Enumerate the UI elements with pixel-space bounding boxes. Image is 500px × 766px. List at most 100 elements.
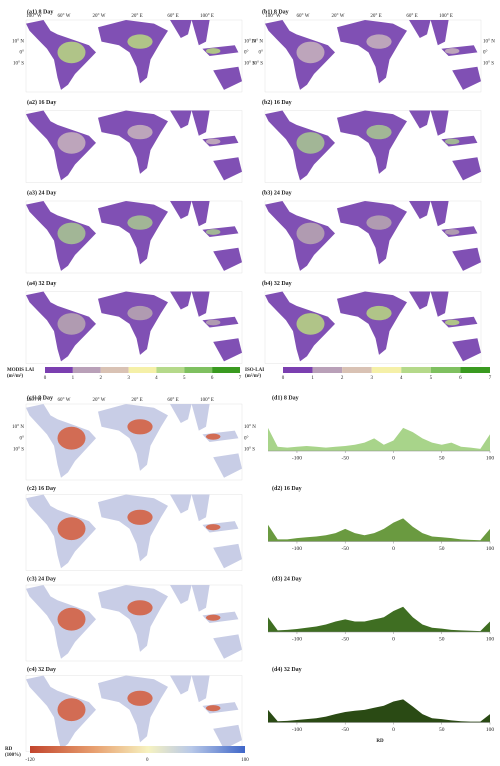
land-patch: [127, 305, 153, 321]
legend-swatch: [401, 367, 431, 373]
land: [409, 20, 431, 38]
legend-swatch: [212, 367, 240, 373]
x-tick-label: 0: [392, 636, 395, 642]
legend-unit: (m²/m²): [245, 373, 261, 379]
land: [191, 110, 210, 136]
legend-tick: 0: [44, 376, 47, 381]
land: [409, 110, 431, 129]
lat-label: 10° N: [483, 40, 495, 45]
land: [170, 20, 192, 38]
map-frame: [25, 291, 243, 364]
legend-swatch: [156, 367, 185, 373]
legend-swatch: [283, 367, 313, 373]
legend-tick: 1: [311, 376, 314, 381]
legend-tick: 7: [239, 376, 242, 381]
density-area: [268, 699, 490, 723]
x-tick-label: 50: [439, 727, 445, 733]
legend-swatch: [371, 367, 402, 373]
legend-tick: 4: [155, 376, 158, 381]
lon-label: 100° E: [200, 14, 214, 19]
legend-tick: -120: [25, 758, 35, 763]
land-patch: [366, 215, 392, 230]
land-patch: [127, 690, 153, 706]
legend-title: ISO-LAI: [245, 368, 264, 373]
x-tick-label: 100: [486, 727, 495, 733]
land: [170, 201, 192, 219]
land-patch: [296, 222, 325, 245]
panel-label: (d1) 8 Day: [272, 394, 299, 401]
lon-label: 20° W: [93, 14, 106, 19]
land-patch: [127, 509, 153, 525]
x-tick-label: 100: [486, 455, 495, 461]
land: [213, 453, 242, 478]
legend-tick: 4: [400, 376, 403, 381]
lon-label: 20° E: [370, 14, 381, 19]
land-patch: [296, 313, 325, 335]
land-patch: [57, 426, 86, 450]
lat-label: 10° N: [244, 40, 256, 45]
land-patch: [366, 34, 392, 49]
legend-title: MODIS LAI: [7, 368, 34, 373]
land-patch: [57, 313, 86, 335]
legend-tick: 2: [99, 376, 102, 381]
legend-swatch: [312, 367, 343, 373]
land: [98, 675, 168, 743]
legend-tick: 5: [430, 376, 433, 381]
land: [170, 675, 192, 695]
land-patch: [127, 215, 153, 230]
land: [213, 724, 242, 750]
map-frame: [25, 19, 243, 93]
legend-swatch: [342, 367, 372, 373]
land: [452, 247, 481, 271]
panel-label: (b3) 24 Day: [262, 189, 292, 196]
map-frame: [25, 584, 243, 662]
panel-label: (b2) 16 Day: [262, 99, 292, 106]
lon-label: 60° W: [297, 14, 310, 19]
lon-label: 100° E: [200, 398, 214, 403]
lon-label: 100° W: [265, 14, 281, 19]
map-frame: [25, 403, 243, 481]
land-patch: [206, 524, 221, 531]
land-patch: [57, 222, 86, 245]
legend-tick: 3: [127, 376, 130, 381]
x-tick-label: 100: [486, 546, 495, 552]
land-patch: [445, 319, 460, 326]
land: [191, 675, 210, 703]
land: [337, 110, 407, 174]
panel-label: (d4) 32 Day: [272, 666, 302, 673]
x-tick-label: -50: [342, 546, 350, 552]
land-patch: [296, 41, 325, 64]
legend-tick: 100: [241, 758, 249, 763]
legend-tick: 1: [72, 376, 75, 381]
panel-label: (a4) 32 Day: [27, 280, 56, 287]
lat-label: 10° S: [244, 61, 255, 66]
land: [430, 110, 449, 136]
lon-label: 60° E: [167, 398, 178, 403]
legend-swatch: [128, 367, 157, 373]
x-tick-label: 50: [439, 546, 445, 552]
land: [409, 201, 431, 219]
land: [98, 110, 168, 174]
map-frame: [25, 200, 243, 274]
panel-label: (c2) 16 Day: [27, 485, 56, 492]
lat-label: 0°: [483, 51, 488, 56]
land: [430, 20, 449, 46]
land: [191, 20, 210, 46]
land-patch: [206, 138, 221, 145]
land-patch: [127, 124, 153, 140]
lon-label: 60° W: [58, 14, 71, 19]
land: [170, 110, 192, 129]
lat-label: 10° N: [12, 40, 24, 45]
land: [170, 404, 192, 423]
x-tick-label: -100: [292, 455, 302, 461]
land-patch: [206, 433, 221, 440]
lat-label: 10° S: [252, 61, 263, 66]
land: [452, 338, 481, 362]
land: [170, 291, 192, 310]
legend-swatch: [72, 367, 101, 373]
map-frame: [264, 200, 482, 274]
lon-label: 20° E: [131, 398, 142, 403]
land-patch: [127, 600, 153, 616]
land: [191, 201, 210, 227]
